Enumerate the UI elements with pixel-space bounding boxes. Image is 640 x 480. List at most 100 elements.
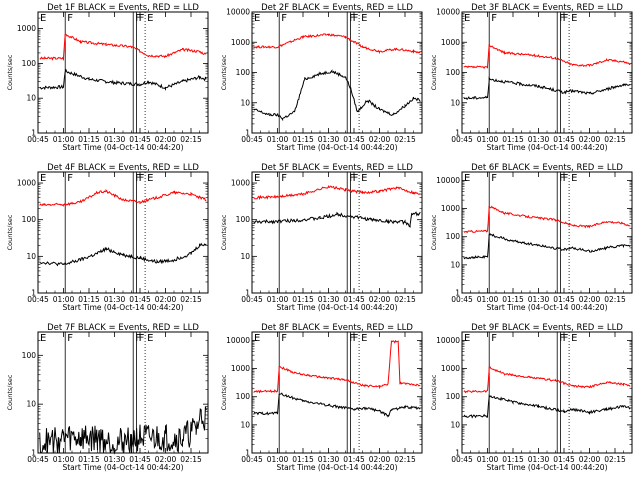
x-tick-label: 01:45 <box>553 455 575 464</box>
y-tick-label: 10 <box>240 420 250 429</box>
series-events <box>463 76 631 101</box>
y-tick-label: 1000 <box>231 364 250 373</box>
y-tick-label: 10 <box>240 98 250 107</box>
y-tick-label: 100 <box>446 68 461 77</box>
x-tick-label: 01:45 <box>553 295 575 304</box>
marker-label: E <box>464 13 470 24</box>
y-tick-label: 1 <box>455 449 460 458</box>
axes-box <box>37 11 209 134</box>
panel-det-1: Det 1F BLACK = Events, RED = LLD 1 10 100 10… <box>6 3 209 152</box>
marker-label: F <box>349 13 355 24</box>
marker-label: F <box>353 173 359 184</box>
y-tick-label: 1 <box>31 449 36 458</box>
panel-title: Det 3F BLACK = Events, RED = LLD <box>471 3 623 13</box>
x-tick-label: 02:15 <box>180 455 202 464</box>
marker-label: F <box>281 173 287 184</box>
marker-label: E <box>361 13 367 24</box>
x-tick-label: 01:30 <box>104 135 126 144</box>
panel-title: Det 6F BLACK = Events, RED = LLD <box>471 163 623 173</box>
y-tick-label: 100 <box>22 215 37 224</box>
y-tick-label: 100 <box>236 68 251 77</box>
marker-label: F <box>563 333 569 344</box>
y-tick-label: 100 <box>236 215 251 224</box>
x-axis-label: Start Time (04-Oct-14 00:44:20) <box>486 463 607 472</box>
x-tick-label: 01:15 <box>78 135 100 144</box>
y-axis-label: Counts/sec <box>430 214 438 250</box>
marker-label: F <box>67 173 73 184</box>
marker-label: F <box>139 173 145 184</box>
x-tick-label: 00:45 <box>241 455 263 464</box>
x-tick-label: 00:45 <box>27 295 49 304</box>
x-tick-label: 02:15 <box>180 295 202 304</box>
x-tick-label: 01:15 <box>292 135 314 144</box>
marker-label: F <box>491 173 497 184</box>
x-tick-label: 00:45 <box>241 135 263 144</box>
panel-title: Det 5F BLACK = Events, RED = LLD <box>261 163 413 173</box>
y-tick-label: 10 <box>240 252 250 261</box>
x-tick-label: 01:30 <box>528 455 550 464</box>
y-tick-label: 1 <box>245 289 250 298</box>
series-events <box>463 233 631 260</box>
marker-label: F <box>281 13 287 24</box>
x-tick-label: 01:15 <box>292 295 314 304</box>
x-tick-label: 01:15 <box>78 295 100 304</box>
marker-label: F <box>491 333 497 344</box>
marker-label: E <box>147 173 153 184</box>
y-axis-label: Counts/sec <box>430 374 438 410</box>
y-axis-label: Counts/sec <box>220 214 228 250</box>
y-tick-label: 100 <box>446 232 461 241</box>
x-tick-label: 00:45 <box>27 455 49 464</box>
axes-box <box>251 331 423 454</box>
x-tick-label: 01:30 <box>318 455 340 464</box>
marker-label: F <box>135 173 141 184</box>
x-axis-label: Start Time (04-Oct-14 00:44:20) <box>486 143 607 152</box>
axes-box <box>461 11 633 134</box>
x-axis-label: Start Time (04-Oct-14 00:44:20) <box>276 463 397 472</box>
x-tick-label: 02:15 <box>394 455 416 464</box>
x-axis-label: Start Time (04-Oct-14 00:44:20) <box>62 303 183 312</box>
x-tick-label: 02:15 <box>394 295 416 304</box>
marker-label: E <box>464 173 470 184</box>
x-axis-label: Start Time (04-Oct-14 00:44:20) <box>276 303 397 312</box>
x-tick-label: 01:45 <box>343 455 365 464</box>
x-tick-label: 01:30 <box>104 455 126 464</box>
series-events <box>253 392 421 418</box>
y-tick-label: 10000 <box>226 336 250 345</box>
panel-det-9: Det 9F BLACK = Events, RED = LLD 1 10 100 10… <box>430 323 633 472</box>
marker-label: F <box>559 333 565 344</box>
y-tick-label: 1000 <box>231 38 250 47</box>
x-tick-label: 02:15 <box>604 455 626 464</box>
marker-label: F <box>563 13 569 24</box>
x-axis-label: Start Time (04-Oct-14 00:44:20) <box>62 143 183 152</box>
x-tick-label: 02:00 <box>579 455 601 464</box>
y-tick-label: 100 <box>22 59 37 68</box>
axes-box <box>251 171 423 294</box>
marker-label: F <box>563 173 569 184</box>
marker-label: E <box>254 173 260 184</box>
y-tick-label: 1000 <box>17 24 36 33</box>
x-tick-label: 01:45 <box>343 295 365 304</box>
panel-title: Det 1F BLACK = Events, RED = LLD <box>47 3 199 13</box>
y-tick-label: 1000 <box>441 38 460 47</box>
x-tick-label: 00:45 <box>27 135 49 144</box>
y-tick-label: 10000 <box>226 8 250 17</box>
y-tick-label: 1 <box>455 129 460 138</box>
x-tick-label: 02:15 <box>394 135 416 144</box>
marker-label: E <box>40 13 46 24</box>
panel-title: Det 2F BLACK = Events, RED = LLD <box>261 3 413 13</box>
x-tick-label: 01:00 <box>267 295 289 304</box>
x-axis-label: Start Time (04-Oct-14 00:44:20) <box>486 303 607 312</box>
x-tick-label: 01:00 <box>267 135 289 144</box>
marker-label: E <box>147 333 153 344</box>
series-lld <box>253 339 421 394</box>
x-tick-label: 02:15 <box>604 295 626 304</box>
x-axis-label: Start Time (04-Oct-14 00:44:20) <box>62 463 183 472</box>
marker-label: F <box>353 333 359 344</box>
x-tick-label: 02:00 <box>579 295 601 304</box>
x-tick-label: 02:00 <box>155 135 177 144</box>
marker-label: E <box>571 333 577 344</box>
marker-label: E <box>464 333 470 344</box>
marker-label: F <box>349 333 355 344</box>
x-tick-label: 01:00 <box>477 295 499 304</box>
